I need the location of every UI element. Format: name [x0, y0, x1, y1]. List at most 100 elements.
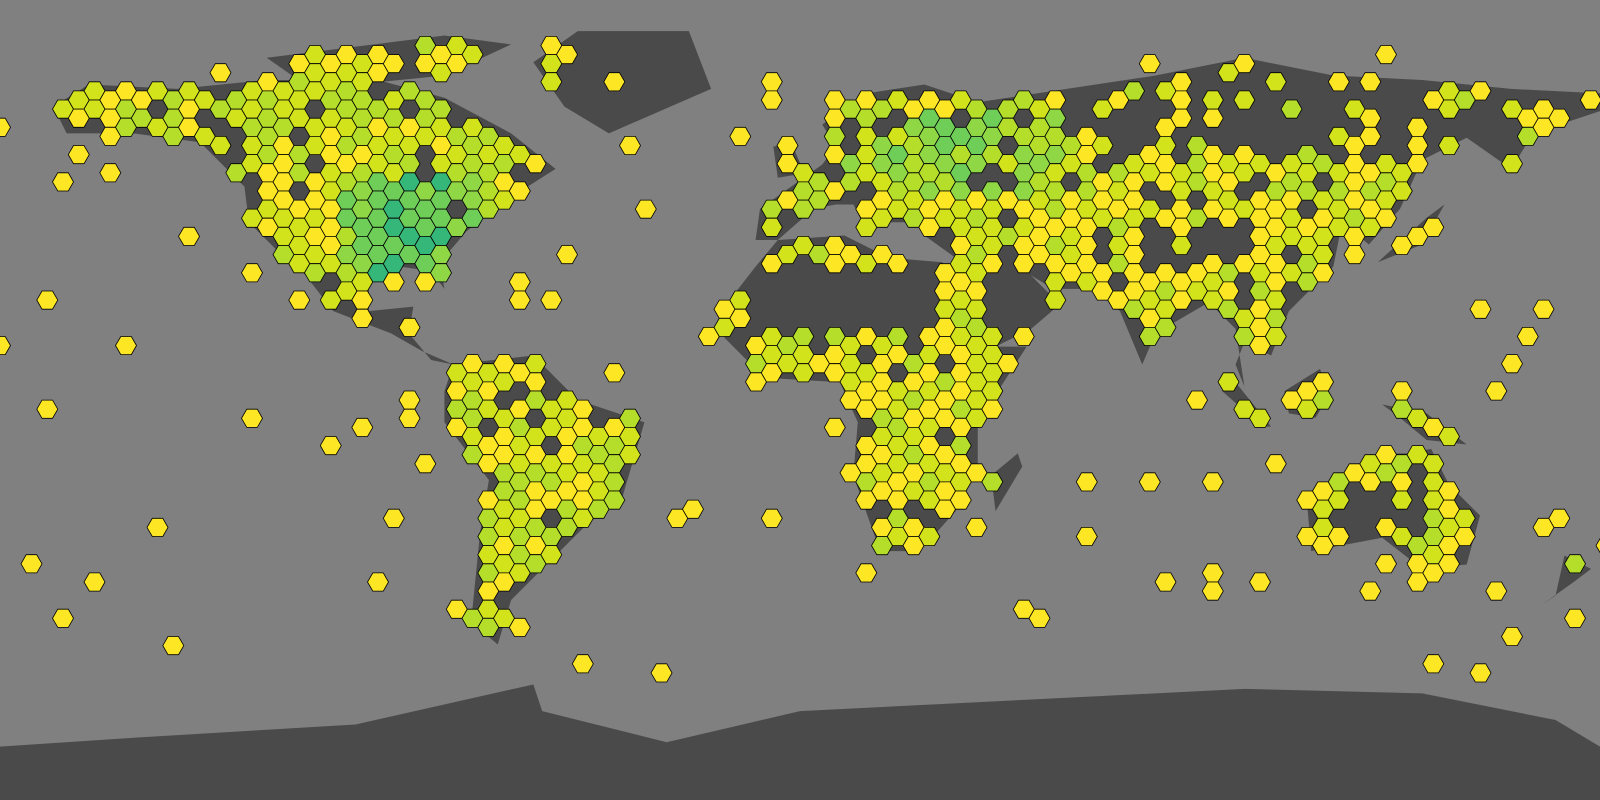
hexbin-cell	[430, 263, 452, 283]
hexbin-cell	[1201, 472, 1224, 492]
hexbin-cell	[1359, 581, 1382, 601]
hexbin-cell	[52, 172, 74, 192]
hexbin-cell	[981, 399, 1004, 419]
hexbin-cell	[634, 199, 657, 219]
hexbin-cell	[1233, 54, 1256, 74]
hexbin-cell	[729, 308, 752, 328]
hexbin-cell	[1028, 608, 1051, 628]
hexbin-cell	[351, 308, 374, 328]
hexbin-cell	[1249, 572, 1271, 592]
hexbin-cell	[619, 135, 641, 156]
hexbin-cell	[1595, 537, 1600, 554]
hexbin-cell	[1469, 81, 1492, 101]
hexbin-cell	[1091, 135, 1114, 156]
hexbin-cell	[1312, 263, 1334, 283]
hexbin-cell	[1327, 490, 1350, 510]
hexbin-cell	[1564, 608, 1586, 628]
hexbin-cell	[1154, 317, 1177, 337]
hexbin-cell	[99, 163, 122, 183]
hexbin-cell	[556, 245, 578, 265]
hexbin-cell	[556, 45, 578, 65]
hexbin-cell	[1186, 390, 1208, 410]
hexbin-cell	[382, 272, 405, 292]
hexbin-cell	[855, 563, 878, 583]
hexbin-cell	[540, 72, 563, 92]
land-madagascar	[991, 453, 1023, 512]
hexbin-cell	[508, 290, 531, 310]
hexbin-cell	[288, 290, 311, 310]
hexbin-cell	[603, 72, 626, 92]
hexbin-cell	[603, 363, 626, 383]
hexbin-cell	[1485, 581, 1508, 601]
hexbin-cell	[20, 554, 43, 574]
hexbin-cell	[209, 63, 232, 83]
hexbin-cell	[367, 572, 389, 592]
hexbin-cell	[1264, 454, 1287, 474]
hexbin-cell	[760, 217, 783, 237]
hexbin-cell	[508, 181, 531, 201]
hexbin-cell	[1138, 472, 1161, 492]
hexbin-cell	[1012, 326, 1035, 346]
hexbin-cell	[1123, 81, 1145, 101]
hexbin-cell	[382, 54, 405, 74]
hexbin-cell	[1249, 408, 1271, 428]
hexbin-cell	[1438, 554, 1460, 574]
hexbin-cell	[1516, 326, 1539, 346]
hexbin-cell	[1422, 654, 1445, 674]
hexbin-cell	[949, 490, 972, 510]
hexbin-cell	[36, 290, 59, 310]
hexbin-cell	[1264, 72, 1287, 92]
hexbin-cell	[1264, 326, 1287, 346]
hexbin-cell	[398, 317, 421, 337]
hexbin-cell	[36, 399, 59, 419]
hexbin-cell	[52, 608, 74, 628]
hexbin-cell	[540, 290, 563, 310]
hexbin-cell	[1359, 126, 1382, 146]
hexbin-cell	[1343, 245, 1366, 265]
hexbin-cell	[1233, 90, 1256, 110]
hexbin-cell	[241, 408, 263, 428]
hexbin-cell	[241, 263, 263, 283]
hexbin-cell	[540, 545, 563, 565]
hexbin-cell	[1327, 72, 1350, 92]
hexbin-cell	[0, 336, 11, 356]
hexbin-cell	[1390, 490, 1413, 510]
hexbin-cell	[965, 517, 988, 537]
hexbin-cell	[1438, 135, 1460, 156]
hexbin-cell	[1501, 354, 1523, 374]
hexbin-cell	[886, 254, 909, 274]
hexbin-cell	[1469, 663, 1492, 683]
hexbin-cell	[981, 472, 1004, 492]
hexbin-cell	[83, 572, 106, 592]
hexbin-cell	[997, 354, 1019, 374]
hexbin-cell	[1044, 290, 1067, 310]
hexbin-cell	[1564, 554, 1586, 574]
hexbin-cell	[682, 499, 704, 519]
hexbin-cell	[1359, 72, 1382, 92]
hexbin-cell	[508, 617, 531, 637]
hexbin-cell	[1170, 235, 1193, 256]
hexbin-cell	[115, 336, 137, 356]
hexbin-cell	[1375, 208, 1397, 228]
hexbin-cell	[619, 445, 641, 465]
hexbin-cell	[1154, 572, 1177, 592]
hexbin-cell	[1217, 372, 1240, 392]
hexbin-cell	[178, 226, 200, 246]
hexbin-cell	[1075, 472, 1098, 492]
hexbin-cell	[414, 454, 437, 474]
hexbin-cell	[918, 527, 941, 546]
hexbin-cell	[1327, 527, 1350, 546]
hexbin-layer	[0, 36, 1600, 683]
hexbin-cell	[1375, 45, 1397, 65]
hexbin-cell	[1579, 90, 1600, 110]
hexbin-cell	[1469, 299, 1492, 319]
hexbin-cell	[1485, 381, 1508, 401]
hexbin-cell	[319, 436, 342, 456]
hexbin-cell	[1170, 108, 1193, 128]
hexbin-cell	[1406, 154, 1429, 174]
hexbin-cell	[760, 508, 783, 528]
hexbin-cell	[162, 636, 185, 656]
hexbin-cell	[1438, 426, 1460, 447]
hexbin-cell	[1422, 217, 1445, 237]
